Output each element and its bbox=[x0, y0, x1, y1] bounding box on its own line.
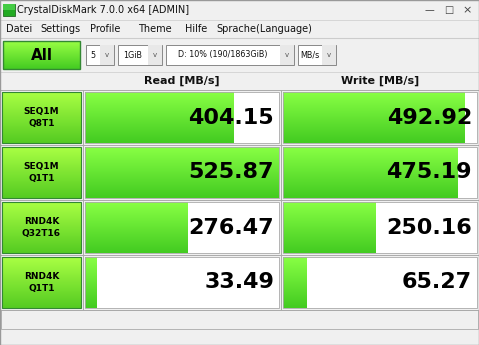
Bar bbox=[283, 147, 477, 198]
Text: Write [MB/s]: Write [MB/s] bbox=[341, 76, 419, 86]
Text: 65.27: 65.27 bbox=[402, 273, 472, 293]
Bar bbox=[283, 257, 477, 308]
Bar bbox=[283, 257, 477, 308]
Bar bbox=[2, 92, 81, 143]
Text: Sprache(Language): Sprache(Language) bbox=[216, 24, 312, 34]
Text: ×: × bbox=[462, 5, 472, 15]
Bar bbox=[85, 257, 279, 308]
Text: RND4K
Q1T1: RND4K Q1T1 bbox=[24, 272, 59, 293]
Text: v: v bbox=[105, 52, 109, 58]
Bar bbox=[85, 92, 279, 143]
Text: D: 10% (190/1863GiB): D: 10% (190/1863GiB) bbox=[178, 50, 268, 59]
Bar bbox=[85, 257, 279, 308]
Text: CrystalDiskMark 7.0.0 x64 [ADMIN]: CrystalDiskMark 7.0.0 x64 [ADMIN] bbox=[17, 5, 189, 15]
Bar bbox=[283, 202, 477, 253]
Text: 250.16: 250.16 bbox=[386, 217, 472, 237]
Bar bbox=[280, 45, 294, 65]
Text: Datei: Datei bbox=[6, 24, 32, 34]
Bar bbox=[1, 310, 478, 329]
Text: MB/s: MB/s bbox=[300, 50, 319, 59]
Bar bbox=[97, 257, 279, 308]
Bar bbox=[2, 257, 81, 308]
Bar bbox=[86, 45, 114, 65]
Text: Profile: Profile bbox=[90, 24, 120, 34]
Bar bbox=[2, 147, 81, 198]
Text: 475.19: 475.19 bbox=[387, 162, 472, 183]
Text: Theme: Theme bbox=[138, 24, 171, 34]
Bar bbox=[0, 20, 479, 38]
Text: Read [MB/s]: Read [MB/s] bbox=[144, 76, 220, 86]
Bar bbox=[188, 202, 279, 253]
Text: 33.49: 33.49 bbox=[204, 273, 274, 293]
Text: SEQ1M
Q8T1: SEQ1M Q8T1 bbox=[23, 107, 59, 128]
Text: v: v bbox=[153, 52, 157, 58]
Bar bbox=[3, 41, 80, 69]
Bar bbox=[3, 4, 15, 10]
Text: RND4K
Q32T16: RND4K Q32T16 bbox=[22, 217, 61, 238]
Bar bbox=[298, 45, 336, 65]
Text: 1GiB: 1GiB bbox=[124, 50, 142, 59]
Bar bbox=[457, 147, 477, 198]
Bar bbox=[283, 202, 477, 253]
Bar bbox=[322, 45, 336, 65]
Bar bbox=[2, 202, 81, 253]
Bar bbox=[118, 45, 162, 65]
Bar bbox=[148, 45, 162, 65]
Bar bbox=[307, 257, 477, 308]
Bar bbox=[234, 92, 279, 143]
Bar bbox=[85, 202, 279, 253]
Text: □: □ bbox=[445, 5, 454, 15]
Text: Settings: Settings bbox=[40, 24, 80, 34]
Text: v: v bbox=[327, 52, 331, 58]
Text: 404.15: 404.15 bbox=[188, 108, 274, 128]
Bar bbox=[283, 147, 477, 198]
Text: 492.92: 492.92 bbox=[387, 108, 472, 128]
Text: v: v bbox=[285, 52, 289, 58]
Text: Hilfe: Hilfe bbox=[185, 24, 207, 34]
Text: 276.47: 276.47 bbox=[188, 217, 274, 237]
Bar bbox=[100, 45, 114, 65]
Bar bbox=[0, 72, 479, 90]
Bar bbox=[283, 92, 477, 143]
Bar bbox=[0, 0, 479, 20]
Text: 5: 5 bbox=[91, 50, 96, 59]
Bar bbox=[166, 45, 294, 65]
Bar bbox=[85, 202, 279, 253]
Bar bbox=[3, 4, 15, 16]
Text: 525.87: 525.87 bbox=[189, 162, 274, 183]
Bar bbox=[85, 147, 279, 198]
Bar bbox=[376, 202, 477, 253]
Bar bbox=[466, 92, 477, 143]
Text: —: — bbox=[424, 5, 434, 15]
Bar bbox=[85, 147, 279, 198]
Text: SEQ1M
Q1T1: SEQ1M Q1T1 bbox=[23, 162, 59, 183]
Bar bbox=[85, 92, 279, 143]
Bar bbox=[283, 92, 477, 143]
Text: All: All bbox=[31, 48, 53, 62]
Bar bbox=[0, 38, 479, 72]
